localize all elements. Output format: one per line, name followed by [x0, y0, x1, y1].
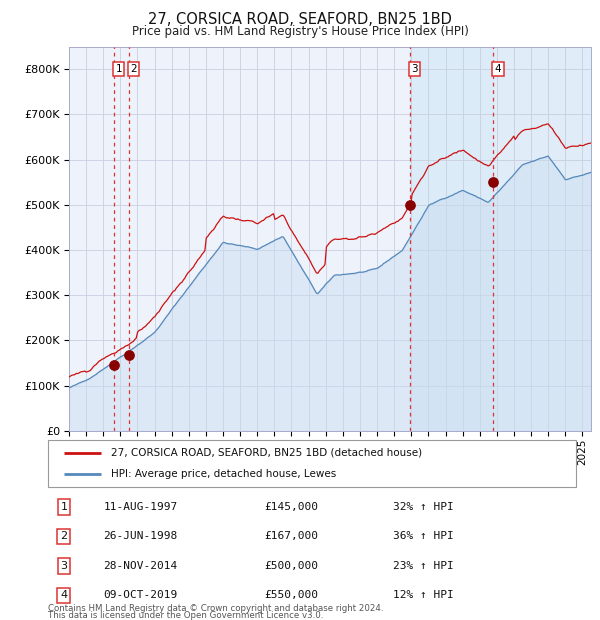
- Text: 1: 1: [115, 64, 122, 74]
- Text: 27, CORSICA ROAD, SEAFORD, BN25 1BD: 27, CORSICA ROAD, SEAFORD, BN25 1BD: [148, 12, 452, 27]
- Text: 3: 3: [412, 64, 418, 74]
- Text: Price paid vs. HM Land Registry's House Price Index (HPI): Price paid vs. HM Land Registry's House …: [131, 25, 469, 38]
- Point: [405, 200, 415, 210]
- Text: 26-JUN-1998: 26-JUN-1998: [103, 531, 178, 541]
- Bar: [410, 46, 493, 431]
- Text: 09-OCT-2019: 09-OCT-2019: [103, 590, 178, 600]
- Text: Contains HM Land Registry data © Crown copyright and database right 2024.: Contains HM Land Registry data © Crown c…: [48, 603, 383, 613]
- Text: 32% ↑ HPI: 32% ↑ HPI: [392, 502, 453, 512]
- Text: This data is licensed under the Open Government Licence v3.0.: This data is licensed under the Open Gov…: [48, 611, 323, 620]
- Point: [109, 360, 118, 370]
- Text: 27, CORSICA ROAD, SEAFORD, BN25 1BD (detached house): 27, CORSICA ROAD, SEAFORD, BN25 1BD (det…: [112, 448, 422, 458]
- Text: 23% ↑ HPI: 23% ↑ HPI: [392, 561, 453, 571]
- Text: 2: 2: [130, 64, 137, 74]
- Bar: [493, 46, 591, 431]
- Text: £500,000: £500,000: [264, 561, 318, 571]
- Text: 1: 1: [61, 502, 67, 512]
- Text: 4: 4: [60, 590, 67, 600]
- Text: 36% ↑ HPI: 36% ↑ HPI: [392, 531, 453, 541]
- Text: £550,000: £550,000: [264, 590, 318, 600]
- Text: 12% ↑ HPI: 12% ↑ HPI: [392, 590, 453, 600]
- Text: 3: 3: [61, 561, 67, 571]
- Text: £145,000: £145,000: [264, 502, 318, 512]
- Text: 28-NOV-2014: 28-NOV-2014: [103, 561, 178, 571]
- Text: HPI: Average price, detached house, Lewes: HPI: Average price, detached house, Lewe…: [112, 469, 337, 479]
- Text: £167,000: £167,000: [264, 531, 318, 541]
- Point: [124, 350, 134, 360]
- Text: 2: 2: [60, 531, 67, 541]
- Text: 4: 4: [494, 64, 501, 74]
- Text: 11-AUG-1997: 11-AUG-1997: [103, 502, 178, 512]
- Point: [488, 177, 498, 187]
